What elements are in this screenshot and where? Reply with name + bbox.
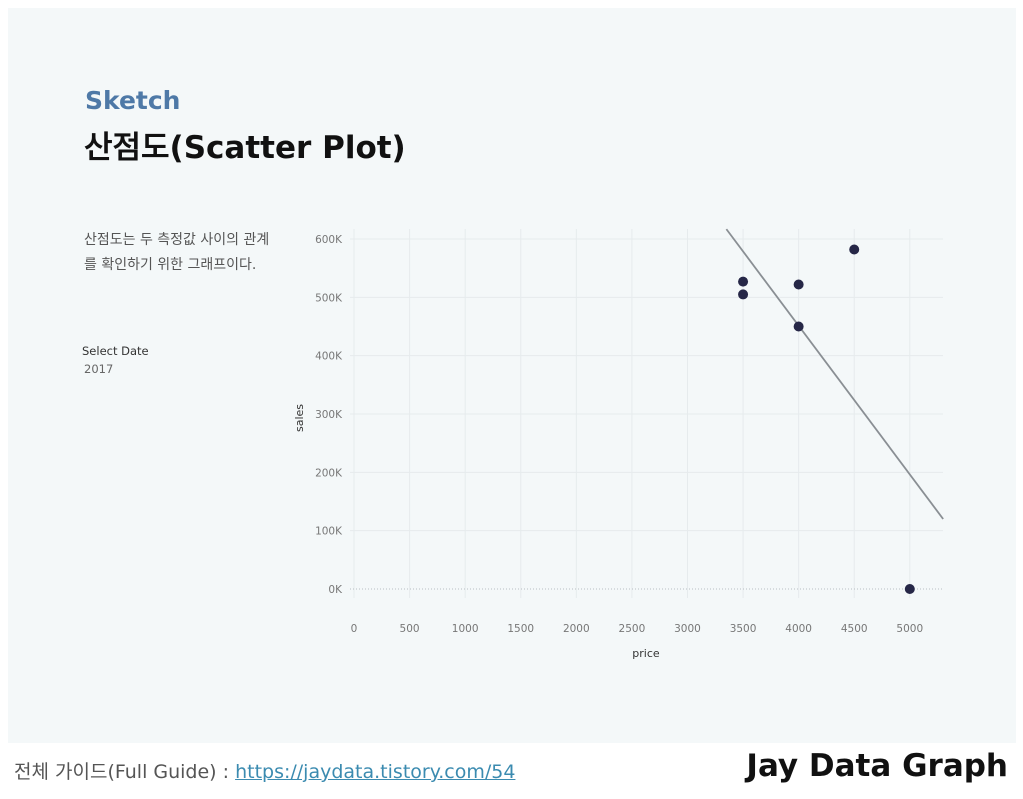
- x-tick-label: 3000: [674, 623, 701, 635]
- x-tick-label: 4500: [841, 623, 868, 635]
- x-tick-label: 3500: [730, 623, 757, 635]
- data-point: [793, 321, 804, 332]
- x-tick-label: 1500: [507, 623, 534, 635]
- data-point: [738, 276, 749, 287]
- data-point: [904, 584, 915, 594]
- data-point: [849, 244, 860, 255]
- x-tick-label: 500: [400, 623, 420, 635]
- y-tick-label: 200K: [315, 467, 343, 479]
- y-axis-title: sales: [293, 404, 306, 432]
- y-tick-label: 300K: [315, 409, 343, 421]
- x-tick-label: 2000: [563, 623, 590, 635]
- y-tick-label: 400K: [315, 351, 343, 363]
- dashboard-title: 산점도(Scatter Plot): [84, 130, 406, 166]
- date-filter-value[interactable]: 2017: [84, 362, 114, 376]
- footer-guide: 전체 가이드(Full Guide) : https://jaydata.tis…: [14, 757, 515, 784]
- y-tick-label: 500K: [315, 292, 343, 304]
- footer-guide-link[interactable]: https://jaydata.tistory.com/54: [235, 761, 516, 783]
- x-tick-label: 4000: [785, 623, 812, 635]
- chart-description: 산점도는 두 측정값 사이의 관계를 확인하기 위한 그래프이다.: [84, 232, 270, 273]
- x-axis-title: price: [632, 647, 660, 660]
- data-point: [793, 279, 804, 290]
- x-tick-label: 0: [351, 623, 358, 635]
- footer-guide-label: 전체 가이드(Full Guide) :: [14, 761, 236, 783]
- dashboard-subtitle: Sketch: [85, 86, 181, 115]
- y-tick-label: 100K: [315, 526, 343, 538]
- date-filter-label: Select Date: [82, 344, 149, 358]
- y-tick-label: 0K: [328, 584, 343, 596]
- footer-brand: Jay Data Graph: [746, 748, 1008, 784]
- x-tick-label: 5000: [896, 623, 923, 635]
- trend-line: [725, 228, 944, 520]
- x-tick-label: 2500: [619, 623, 646, 635]
- data-point: [738, 289, 749, 300]
- y-tick-label: 600K: [315, 234, 343, 246]
- x-tick-label: 1000: [452, 623, 479, 635]
- dashboard-card: [8, 8, 1016, 743]
